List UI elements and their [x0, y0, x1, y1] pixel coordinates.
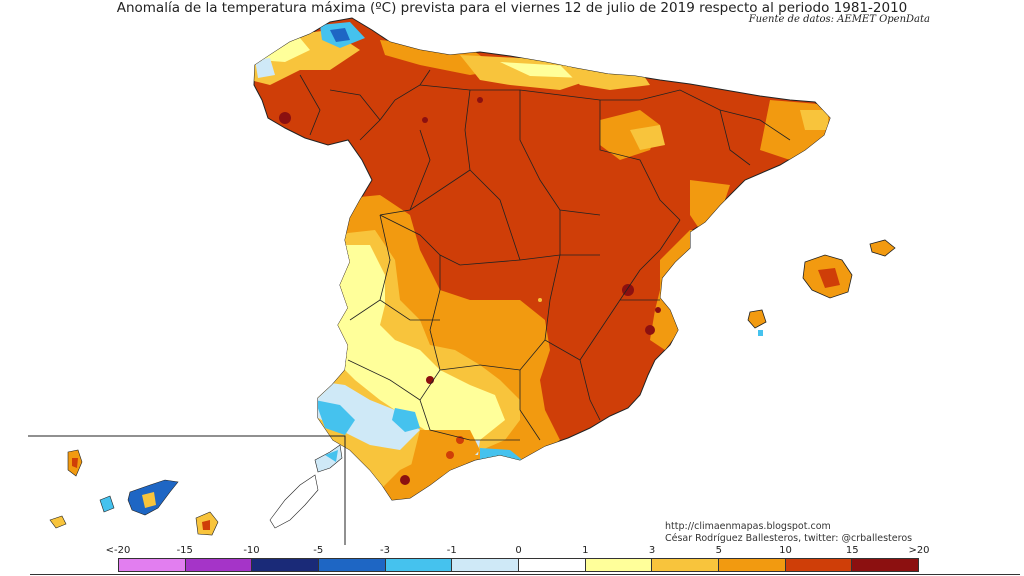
legend-swatch	[252, 558, 320, 572]
legend-tick-label: 1	[582, 545, 589, 556]
legend-swatch	[385, 558, 453, 572]
bottom-rule	[30, 574, 1020, 575]
legend-swatch	[452, 558, 520, 572]
balearic-islands	[747, 239, 896, 336]
credit-author: César Rodríguez Ballesteros, twitter: @c…	[665, 533, 913, 544]
legend-swatch	[585, 558, 653, 572]
legend-swatch	[652, 558, 720, 572]
map-title: Anomalía de la temperatura máxima (ºC) p…	[116, 0, 908, 16]
legend-tick-label: -5	[313, 545, 324, 556]
legend-swatch	[319, 558, 386, 572]
legend-tick-label: <-20	[105, 545, 131, 556]
legend-tick-label: 15	[845, 545, 859, 556]
legend-swatch	[719, 558, 786, 572]
legend-tick-label: 10	[779, 545, 792, 556]
color-legend	[118, 558, 920, 572]
legend-tick-label: 5	[715, 545, 722, 556]
legend-swatch	[118, 558, 186, 572]
credit-url: http://climaenmapas.blogspot.com	[665, 521, 831, 532]
canary-islands-inset	[28, 435, 346, 545]
legend-tick-label: -1	[446, 545, 457, 556]
legend-tick-label: >20	[908, 545, 930, 556]
legend-swatch	[852, 558, 920, 572]
legend-tick-label: -15	[176, 545, 193, 556]
legend-tick-label: -3	[380, 545, 390, 556]
legend-tick-label: 0	[515, 545, 522, 556]
legend-swatch	[785, 558, 853, 572]
legend-tick-label: -10	[243, 545, 260, 556]
legend-swatch	[185, 558, 253, 572]
legend-swatch	[519, 558, 586, 572]
iberian-peninsula	[253, 17, 831, 501]
data-source: Fuente de datos: AEMET OpenData	[748, 14, 930, 25]
legend-tick-label: 3	[648, 545, 656, 556]
